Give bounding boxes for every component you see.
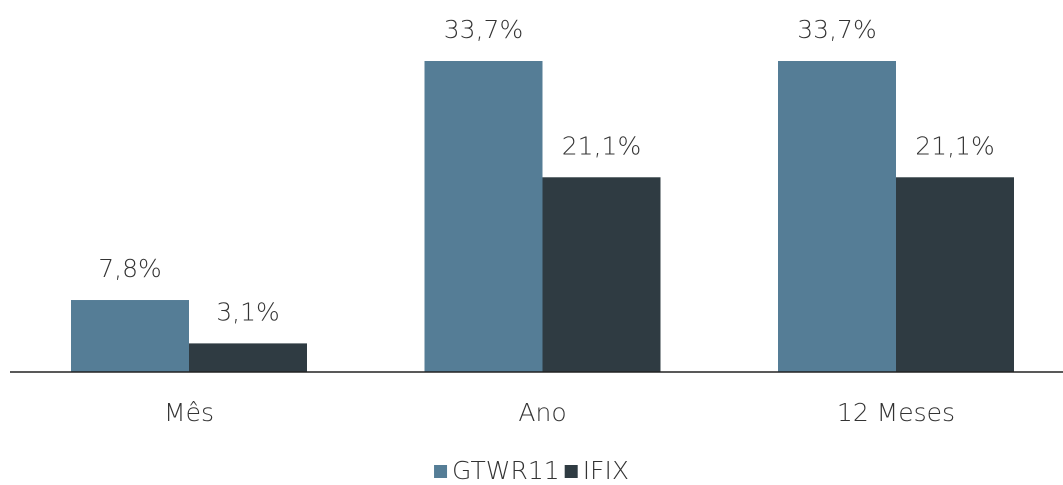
bar — [896, 177, 1014, 372]
legend-swatch — [434, 465, 448, 478]
bar — [542, 177, 661, 372]
value-label: 21,1% — [915, 131, 994, 160]
value-label: 3,1% — [216, 297, 280, 326]
x-tick-label: Ano — [518, 398, 566, 427]
bar — [189, 343, 307, 372]
value-label: 33,7% — [797, 15, 876, 44]
value-label: 7,8% — [98, 254, 162, 283]
bar — [71, 300, 189, 372]
x-tick-label: 12 Meses — [837, 398, 955, 427]
bar — [778, 61, 896, 372]
bar — [424, 61, 543, 372]
legend-swatch — [564, 465, 578, 478]
value-label: 33,7% — [444, 15, 523, 44]
legend-label: IFIX — [583, 456, 629, 485]
legend-label: GTWR11 — [452, 456, 560, 485]
value-label: 21,1% — [562, 131, 641, 160]
x-tick-label: Mês — [164, 398, 214, 427]
